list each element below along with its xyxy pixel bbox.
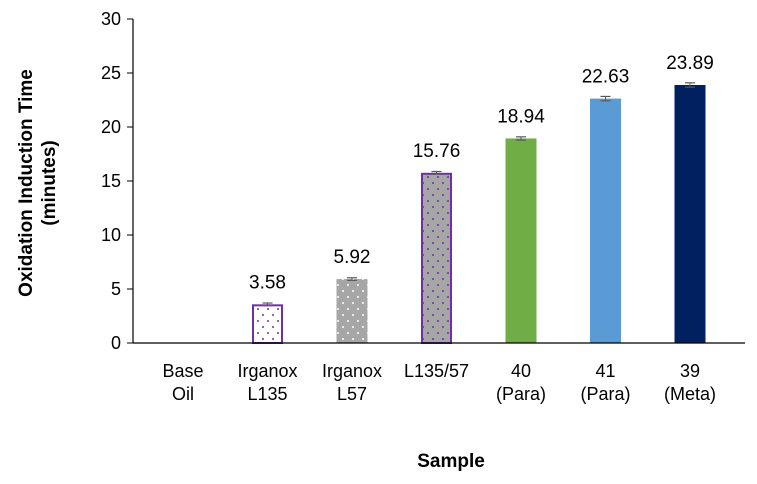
bar (336, 279, 368, 343)
error-bars-group (262, 82, 695, 307)
category-labels-group: Base Oil Irganox L135 Irganox L57 L135/57 40 (Pa… (162, 361, 716, 404)
category-label: (Meta) (664, 384, 716, 404)
category-label: L135 (247, 384, 287, 404)
x-axis-title: Sample (417, 451, 485, 472)
category-label: Irganox (322, 361, 382, 381)
category-label: Oil (172, 384, 194, 404)
y-axis-title-line-2: (minutes) (39, 140, 60, 226)
data-labels-group: 3.58 5.92 15.76 18.94 22.63 23.89 (249, 53, 714, 293)
y-tick-label: 15 (101, 171, 121, 191)
category-label: L135/57 (404, 361, 469, 381)
bar (421, 172, 452, 344)
data-label: 18.94 (497, 106, 545, 127)
y-tick-label: 20 (101, 117, 121, 137)
y-tick-label: 10 (101, 225, 121, 245)
category-label: 39 (680, 361, 700, 381)
bar (590, 98, 621, 343)
category-label: (Para) (580, 384, 630, 404)
bar (674, 84, 706, 343)
error-bar (600, 95, 611, 102)
category-label: 41 (595, 361, 615, 381)
y-tick-label: 30 (101, 9, 121, 29)
y-axis-ticks: 0 5 10 15 20 25 30 (101, 9, 133, 353)
category-label: Irganox (237, 361, 297, 381)
category-label: (Para) (496, 384, 546, 404)
category-label: L57 (337, 384, 367, 404)
bars-group (252, 84, 706, 344)
data-label: 3.58 (249, 272, 286, 293)
error-bar (685, 82, 695, 88)
axes-group (132, 19, 745, 344)
error-bar (262, 302, 273, 307)
y-tick-label: 25 (101, 63, 121, 83)
bar (252, 304, 283, 344)
bar (505, 138, 537, 343)
error-bar (431, 170, 442, 175)
data-label: 5.92 (334, 247, 371, 268)
category-label: 40 (511, 361, 531, 381)
error-bar (347, 277, 357, 281)
y-tick-label: 5 (111, 279, 121, 299)
data-label: 22.63 (582, 67, 630, 88)
error-bar (516, 136, 526, 141)
data-label: 23.89 (666, 53, 714, 74)
y-axis-title: Oxidation Induction Time (minutes) (16, 69, 60, 297)
data-label: 15.76 (413, 141, 461, 162)
y-axis-title-line-1: Oxidation Induction Time (16, 69, 37, 297)
category-label: Base (162, 361, 203, 381)
y-tick-label: 0 (111, 333, 121, 353)
